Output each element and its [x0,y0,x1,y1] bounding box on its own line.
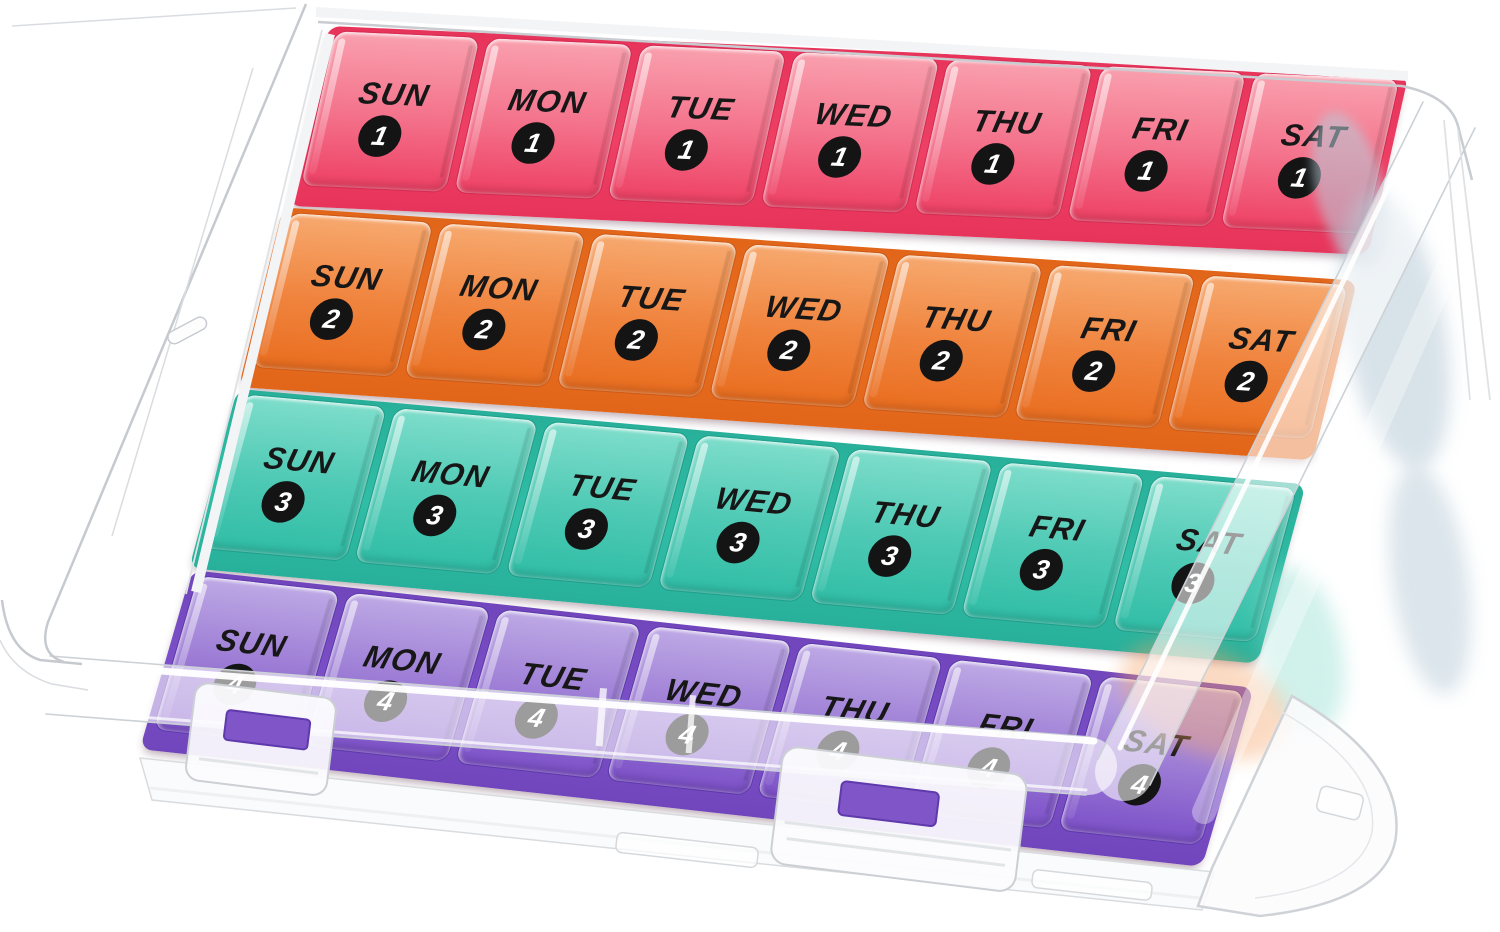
bottom-tab-left [615,831,759,869]
compartment-lid: MON 1 [452,37,635,200]
bottom-tab-right [1031,869,1153,901]
day-label: SAT [1172,521,1246,562]
day-label: TUE [515,655,592,698]
week-number-badge: 4 [961,745,1016,791]
corner-tab [1316,785,1364,821]
week-number-badge: 3 [408,492,462,538]
week-number-badge: 2 [305,296,358,342]
day-label: WED [661,671,747,715]
day-label: MON [505,82,590,121]
day-label: WED [711,480,797,522]
compartment-lid: SAT 3 [1111,474,1298,644]
day-label: TUE [663,89,738,128]
week-number-badge: 4 [1112,761,1167,808]
compartment-lid: SUN 2 [250,211,435,378]
day-label: MON [408,453,494,495]
week-number-badge: 4 [358,678,413,725]
day-label: FRI [973,706,1038,747]
week-number-badge: 3 [1014,547,1068,593]
compartment-lid: SAT 1 [1219,71,1401,235]
compartment-lid: MON 2 [402,222,587,389]
week-number-badge: 4 [208,661,262,708]
week-number-badge: 2 [915,338,968,383]
week-number-badge: 1 [660,128,713,172]
compartment-lid: TUE 2 [555,232,740,399]
week-number-badge: 1 [1120,149,1172,193]
compartment-lid: FRI 1 [1066,65,1248,228]
day-label: TUE [565,467,641,508]
week-number-badge: 2 [1067,348,1120,394]
week-number-badge: 3 [256,479,310,525]
day-label: WED [811,96,897,135]
compartment-lid: SAT 2 [1165,274,1350,441]
pill-organizer-tray: SUN 1 MON 1 TUE 1 WED 1 THU 1 FRI 1 SAT 1 SUN 2 MON 2 TUE 2… [139,25,1409,867]
week-number-badge: 1 [354,114,406,158]
week-number-badge: 2 [610,317,663,363]
day-label: WED [761,288,847,329]
compartment-lid: WED 2 [707,243,892,409]
week-number-badge: 4 [660,711,714,758]
day-label: TUE [614,278,690,318]
compartment-lid: FRI 2 [1012,263,1197,430]
compartment-lid: THU 1 [912,58,1095,221]
day-label: MON [359,638,446,682]
day-label: SUN [355,75,434,114]
compartment-lid: WED 1 [759,51,941,214]
day-label: SAT [1225,320,1298,360]
week-number-badge: 3 [711,520,765,566]
day-label: SAT [1277,117,1350,155]
week-number-badge: 2 [762,328,815,373]
week-number-badge: 2 [457,307,510,352]
week-number-badge: 4 [811,728,865,775]
compartment-lid: SUN 1 [299,30,481,193]
day-label: MON [456,268,542,308]
week-number-badge: 1 [1273,156,1326,200]
hinge-pin [167,316,208,345]
week-number-badge: 3 [1166,560,1220,606]
day-label: THU [867,494,945,535]
day-label: THU [969,103,1046,142]
day-label: SUN [260,440,339,481]
week-number-badge: 2 [1220,359,1273,404]
day-label: FRI [1077,310,1141,349]
day-label: FRI [1129,110,1192,148]
day-label: THU [816,689,894,732]
day-label: FRI [1025,508,1090,548]
week-number-badge: 1 [507,121,559,165]
day-label: SUN [212,622,292,665]
compartment-lid: TUE 1 [606,44,788,207]
day-label: THU [918,299,995,339]
compartment-lid: THU 2 [860,253,1045,420]
day-label: SAT [1119,722,1194,765]
week-number-badge: 4 [509,694,564,741]
week-number-badge: 3 [560,506,613,552]
week-number-badge: 3 [863,533,917,579]
week-number-badge: 1 [967,142,1019,186]
day-label: SUN [307,257,386,298]
week-number-badge: 1 [813,135,866,179]
